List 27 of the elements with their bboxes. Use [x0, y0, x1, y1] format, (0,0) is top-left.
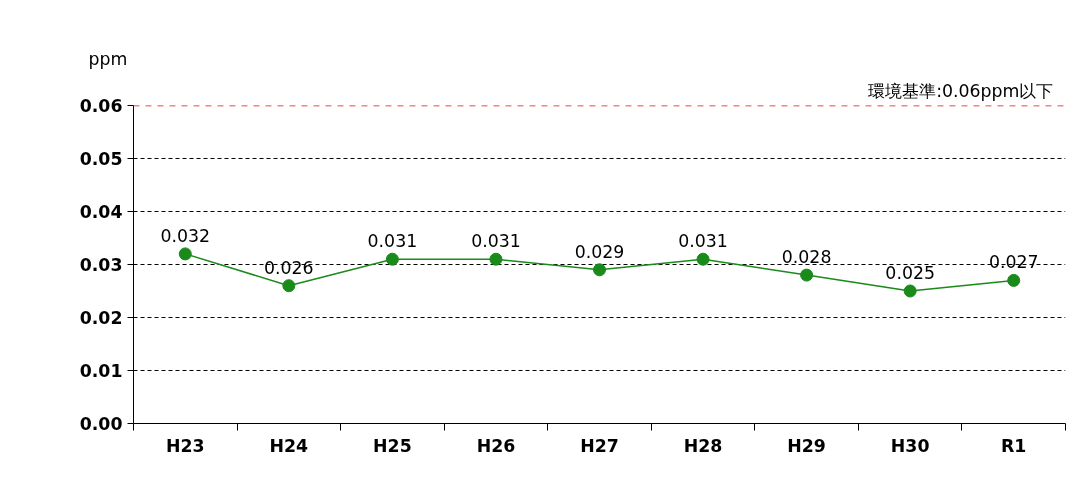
y-tick-label: 0.05	[79, 149, 123, 169]
data-label: 0.031	[367, 231, 418, 252]
data-label: 0.027	[988, 252, 1039, 273]
data-label: 0.031	[678, 231, 728, 252]
x-tick-label: H28	[683, 435, 723, 456]
ref-line-label: 環境基準:0.06ppm以下	[868, 80, 1054, 101]
y-tick-label: 0.03	[79, 255, 123, 275]
y-axis-title: ppm	[88, 48, 128, 69]
data-label: 0.026	[264, 257, 314, 278]
y-tick-label: 0.04	[79, 202, 123, 222]
y-tick-label: 0.02	[79, 308, 123, 328]
x-tick-label: H26	[476, 435, 516, 456]
y-tick-label: 0.01	[79, 361, 123, 381]
x-tick-label: H29	[787, 435, 826, 456]
x-tick-label: H24	[269, 435, 309, 456]
x-tick-label: R1	[1001, 435, 1027, 456]
x-tick-label: H30	[890, 435, 930, 456]
data-label: 0.029	[574, 241, 625, 262]
x-tick-label: H23	[165, 435, 205, 456]
y-tick-label: 0.00	[79, 414, 123, 434]
x-tick-label: H27	[580, 435, 619, 456]
y-tick-label: 0.06	[79, 96, 123, 116]
data-label: 0.025	[885, 263, 935, 283]
data-label: 0.031	[471, 231, 521, 252]
x-tick-label: H25	[373, 435, 412, 456]
data-label: 0.032	[160, 225, 211, 246]
data-label: 0.028	[781, 247, 832, 268]
